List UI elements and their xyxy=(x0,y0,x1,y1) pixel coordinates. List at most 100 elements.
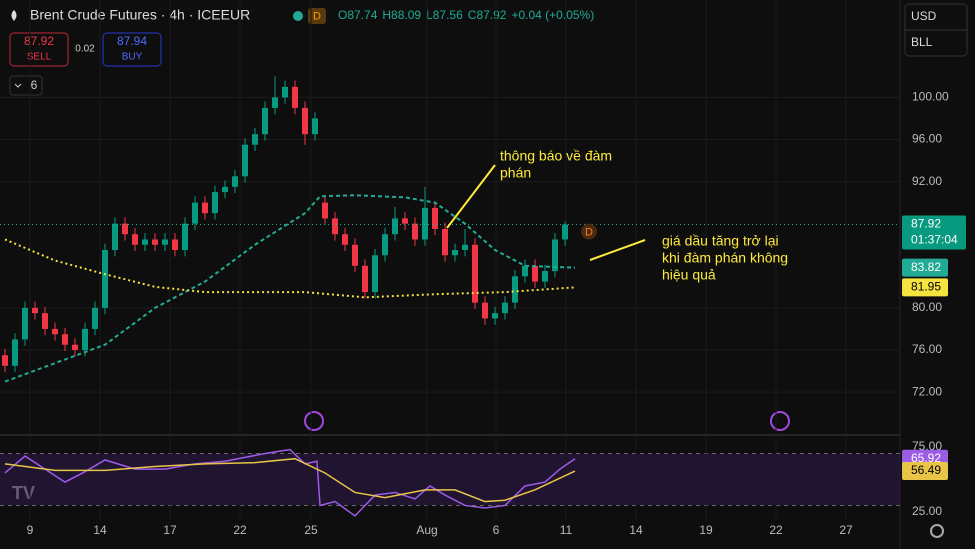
candle-body xyxy=(152,239,158,245)
settings-icon[interactable] xyxy=(930,524,944,538)
candle-body xyxy=(422,207,428,240)
x-tick-label: 25 xyxy=(304,523,318,537)
annotation: giá dầu tăng trở lại xyxy=(662,233,779,249)
candle-body xyxy=(472,244,478,303)
candle-body xyxy=(502,302,508,314)
candle-body xyxy=(182,223,188,250)
y-tick-label: 75.00 xyxy=(912,439,942,453)
candle-body xyxy=(402,218,408,224)
price-label-bg xyxy=(902,462,948,481)
candle-body xyxy=(192,202,198,224)
candle-body xyxy=(112,223,118,250)
candle-body xyxy=(312,118,318,135)
price-label-bg xyxy=(902,258,948,277)
buy-button[interactable] xyxy=(102,32,162,67)
currency: USD xyxy=(911,9,937,23)
candle-body xyxy=(552,239,558,272)
x-tick-label: 14 xyxy=(93,523,107,537)
ohlc-value: L87.56 xyxy=(426,8,463,22)
candle-body xyxy=(462,244,468,250)
candle-body xyxy=(92,307,98,329)
moving-average xyxy=(4,238,576,299)
candle-body xyxy=(102,250,108,308)
annotation: phán xyxy=(500,165,531,181)
candle-body xyxy=(362,265,368,293)
candle-body xyxy=(72,344,78,350)
buy-price: 87.94 xyxy=(117,34,147,48)
candle-body xyxy=(162,239,168,245)
title: Brent Crude Futures · 4h · ICEEUR xyxy=(30,7,250,23)
candle-body xyxy=(522,265,528,277)
y-tick-label: 92.00 xyxy=(912,174,942,188)
indicator-count: 6 xyxy=(31,78,38,92)
buy-label: BUY xyxy=(122,52,143,63)
candle-body xyxy=(42,313,48,329)
candle-body xyxy=(172,239,178,250)
rsi-band xyxy=(0,453,900,506)
candle-body xyxy=(272,97,278,108)
annotation: khi đàm phán không xyxy=(662,250,788,266)
annotation-line xyxy=(446,164,496,229)
y-tick-label: 100.00 xyxy=(912,90,949,104)
sell-price: 87.92 xyxy=(24,34,54,48)
candle-body xyxy=(342,234,348,245)
pane-separator xyxy=(0,434,900,436)
icon xyxy=(11,10,17,21)
sell-label: SELL xyxy=(27,52,52,63)
candle-body xyxy=(2,355,8,366)
price-label: 65.92 xyxy=(911,451,941,465)
rsi-line xyxy=(4,457,576,503)
badge-bg xyxy=(581,223,597,240)
x-tick-label: 9 xyxy=(27,523,34,537)
y-tick-label: 76.00 xyxy=(912,342,942,356)
price-label: 83.82 xyxy=(911,260,941,274)
candle-body xyxy=(352,244,358,266)
candle-body xyxy=(232,176,238,187)
candle-body xyxy=(222,186,228,193)
x-tick-label: 11 xyxy=(560,523,573,537)
ohlc-value: +0.04 (+0.05%) xyxy=(511,8,594,22)
y-tick-label: 96.00 xyxy=(912,132,942,146)
candle-body xyxy=(382,234,388,256)
candle-body xyxy=(332,218,338,235)
candle-body xyxy=(562,224,568,240)
candle-body xyxy=(512,276,518,303)
candle-body xyxy=(492,313,498,319)
price-label: 81.95 xyxy=(911,280,941,294)
x-tick-label: 6 xyxy=(493,523,500,537)
candle-body xyxy=(82,328,88,350)
ohlc: O87.74 H88.09 L87.56 C87.92 +0.04 (+0.05%) xyxy=(338,8,594,22)
candle-body xyxy=(22,307,28,340)
candle-body xyxy=(262,107,268,135)
chevron xyxy=(14,83,22,88)
candle-body xyxy=(122,223,128,235)
x-tick-label: 19 xyxy=(699,523,713,537)
candle-body xyxy=(202,202,208,214)
candle-body xyxy=(372,255,378,293)
candle-body xyxy=(392,218,398,235)
candle-body xyxy=(412,223,418,240)
annotation: hiệu quả xyxy=(662,267,716,283)
candle-body xyxy=(212,192,218,214)
annotation-line xyxy=(589,239,646,261)
event-icon[interactable] xyxy=(770,411,790,431)
y-tick-label: 25.00 xyxy=(912,504,942,518)
indicator-toggle[interactable] xyxy=(9,75,43,96)
event-icon[interactable] xyxy=(304,411,324,431)
y-tick-label: 80.00 xyxy=(912,300,942,314)
annotation: thông báo về đàm xyxy=(500,148,612,164)
x-tick-label: 22 xyxy=(233,523,247,537)
sell-button[interactable] xyxy=(9,32,69,67)
unit: BLL xyxy=(911,35,933,49)
candle-body xyxy=(132,234,138,245)
x-tick-label: 17 xyxy=(163,523,177,537)
status-dot xyxy=(293,11,303,21)
candle-body xyxy=(432,207,438,229)
x-tick-label: Aug xyxy=(416,523,437,537)
x-tick-label: 14 xyxy=(629,523,643,537)
ohlc-value: O87.74 xyxy=(338,8,378,22)
candle-body xyxy=(242,144,248,177)
spread: 0.02 xyxy=(75,44,95,55)
price-label: 87.92 xyxy=(911,217,941,231)
